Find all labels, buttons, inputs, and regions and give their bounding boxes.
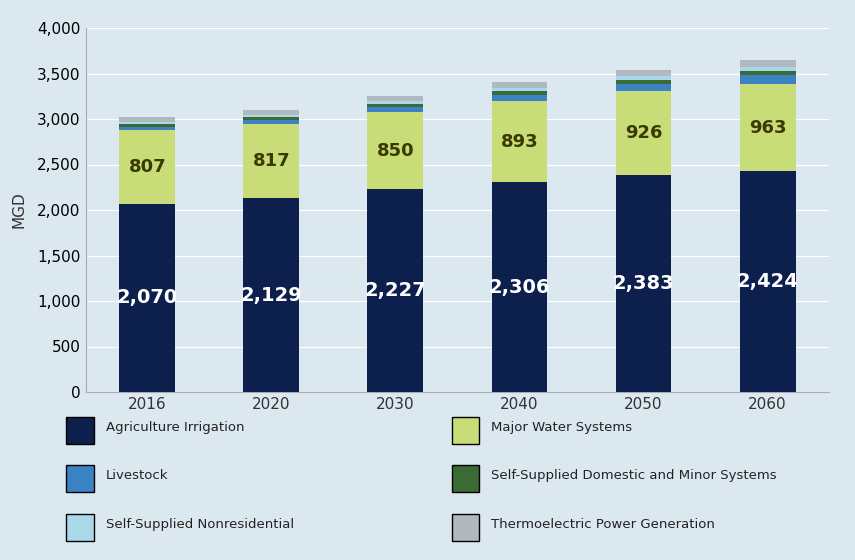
FancyBboxPatch shape	[451, 417, 480, 444]
Bar	[368, 101, 423, 104]
Text: Agriculture Irrigation: Agriculture Irrigation	[106, 421, 245, 434]
Text: 963: 963	[749, 119, 787, 137]
Text: 2,070: 2,070	[116, 288, 178, 307]
Bar	[368, 108, 423, 112]
Bar	[740, 84, 795, 171]
Text: Self-Supplied Nonresidential: Self-Supplied Nonresidential	[106, 517, 294, 531]
FancyBboxPatch shape	[451, 514, 480, 541]
Text: 926: 926	[625, 124, 663, 142]
Bar	[616, 70, 671, 76]
Bar	[740, 76, 795, 84]
FancyBboxPatch shape	[67, 417, 94, 444]
Bar	[616, 91, 671, 175]
Text: 817: 817	[252, 152, 290, 170]
Bar	[740, 171, 795, 392]
Text: Livestock: Livestock	[106, 469, 168, 482]
Y-axis label: MGD: MGD	[11, 192, 26, 228]
Text: 850: 850	[376, 142, 414, 160]
Bar	[244, 110, 299, 115]
Bar	[244, 120, 299, 124]
Text: 2,424: 2,424	[737, 272, 799, 291]
Bar	[244, 117, 299, 120]
Bar	[244, 198, 299, 392]
FancyBboxPatch shape	[67, 465, 94, 492]
FancyBboxPatch shape	[451, 465, 480, 492]
Bar	[616, 80, 671, 84]
Bar	[492, 95, 547, 101]
Bar	[368, 96, 423, 101]
Bar	[740, 60, 795, 67]
Bar	[740, 71, 795, 76]
Text: 2,383: 2,383	[613, 274, 675, 293]
Text: 893: 893	[501, 133, 539, 151]
Text: 2,129: 2,129	[240, 286, 302, 305]
FancyBboxPatch shape	[67, 514, 94, 541]
Bar	[616, 76, 671, 80]
Bar	[120, 130, 175, 204]
Text: Self-Supplied Domestic and Minor Systems: Self-Supplied Domestic and Minor Systems	[491, 469, 776, 482]
Bar	[368, 104, 423, 108]
Bar	[492, 91, 547, 95]
Bar	[492, 101, 547, 182]
Bar	[616, 175, 671, 392]
Bar	[120, 204, 175, 392]
Text: Major Water Systems: Major Water Systems	[491, 421, 632, 434]
Bar	[244, 115, 299, 117]
Bar	[616, 84, 671, 91]
Bar	[368, 112, 423, 189]
Bar	[368, 189, 423, 392]
Text: Thermoelectric Power Generation: Thermoelectric Power Generation	[491, 517, 715, 531]
Text: 2,306: 2,306	[489, 278, 551, 297]
Bar	[492, 88, 547, 91]
Bar	[244, 124, 299, 198]
Bar	[120, 122, 175, 124]
Bar	[492, 82, 547, 88]
Bar	[120, 118, 175, 122]
Bar	[120, 127, 175, 130]
Bar	[120, 124, 175, 127]
Bar	[492, 182, 547, 392]
Text: 2,227: 2,227	[364, 281, 427, 300]
Bar	[740, 67, 795, 71]
Text: 807: 807	[128, 158, 166, 176]
